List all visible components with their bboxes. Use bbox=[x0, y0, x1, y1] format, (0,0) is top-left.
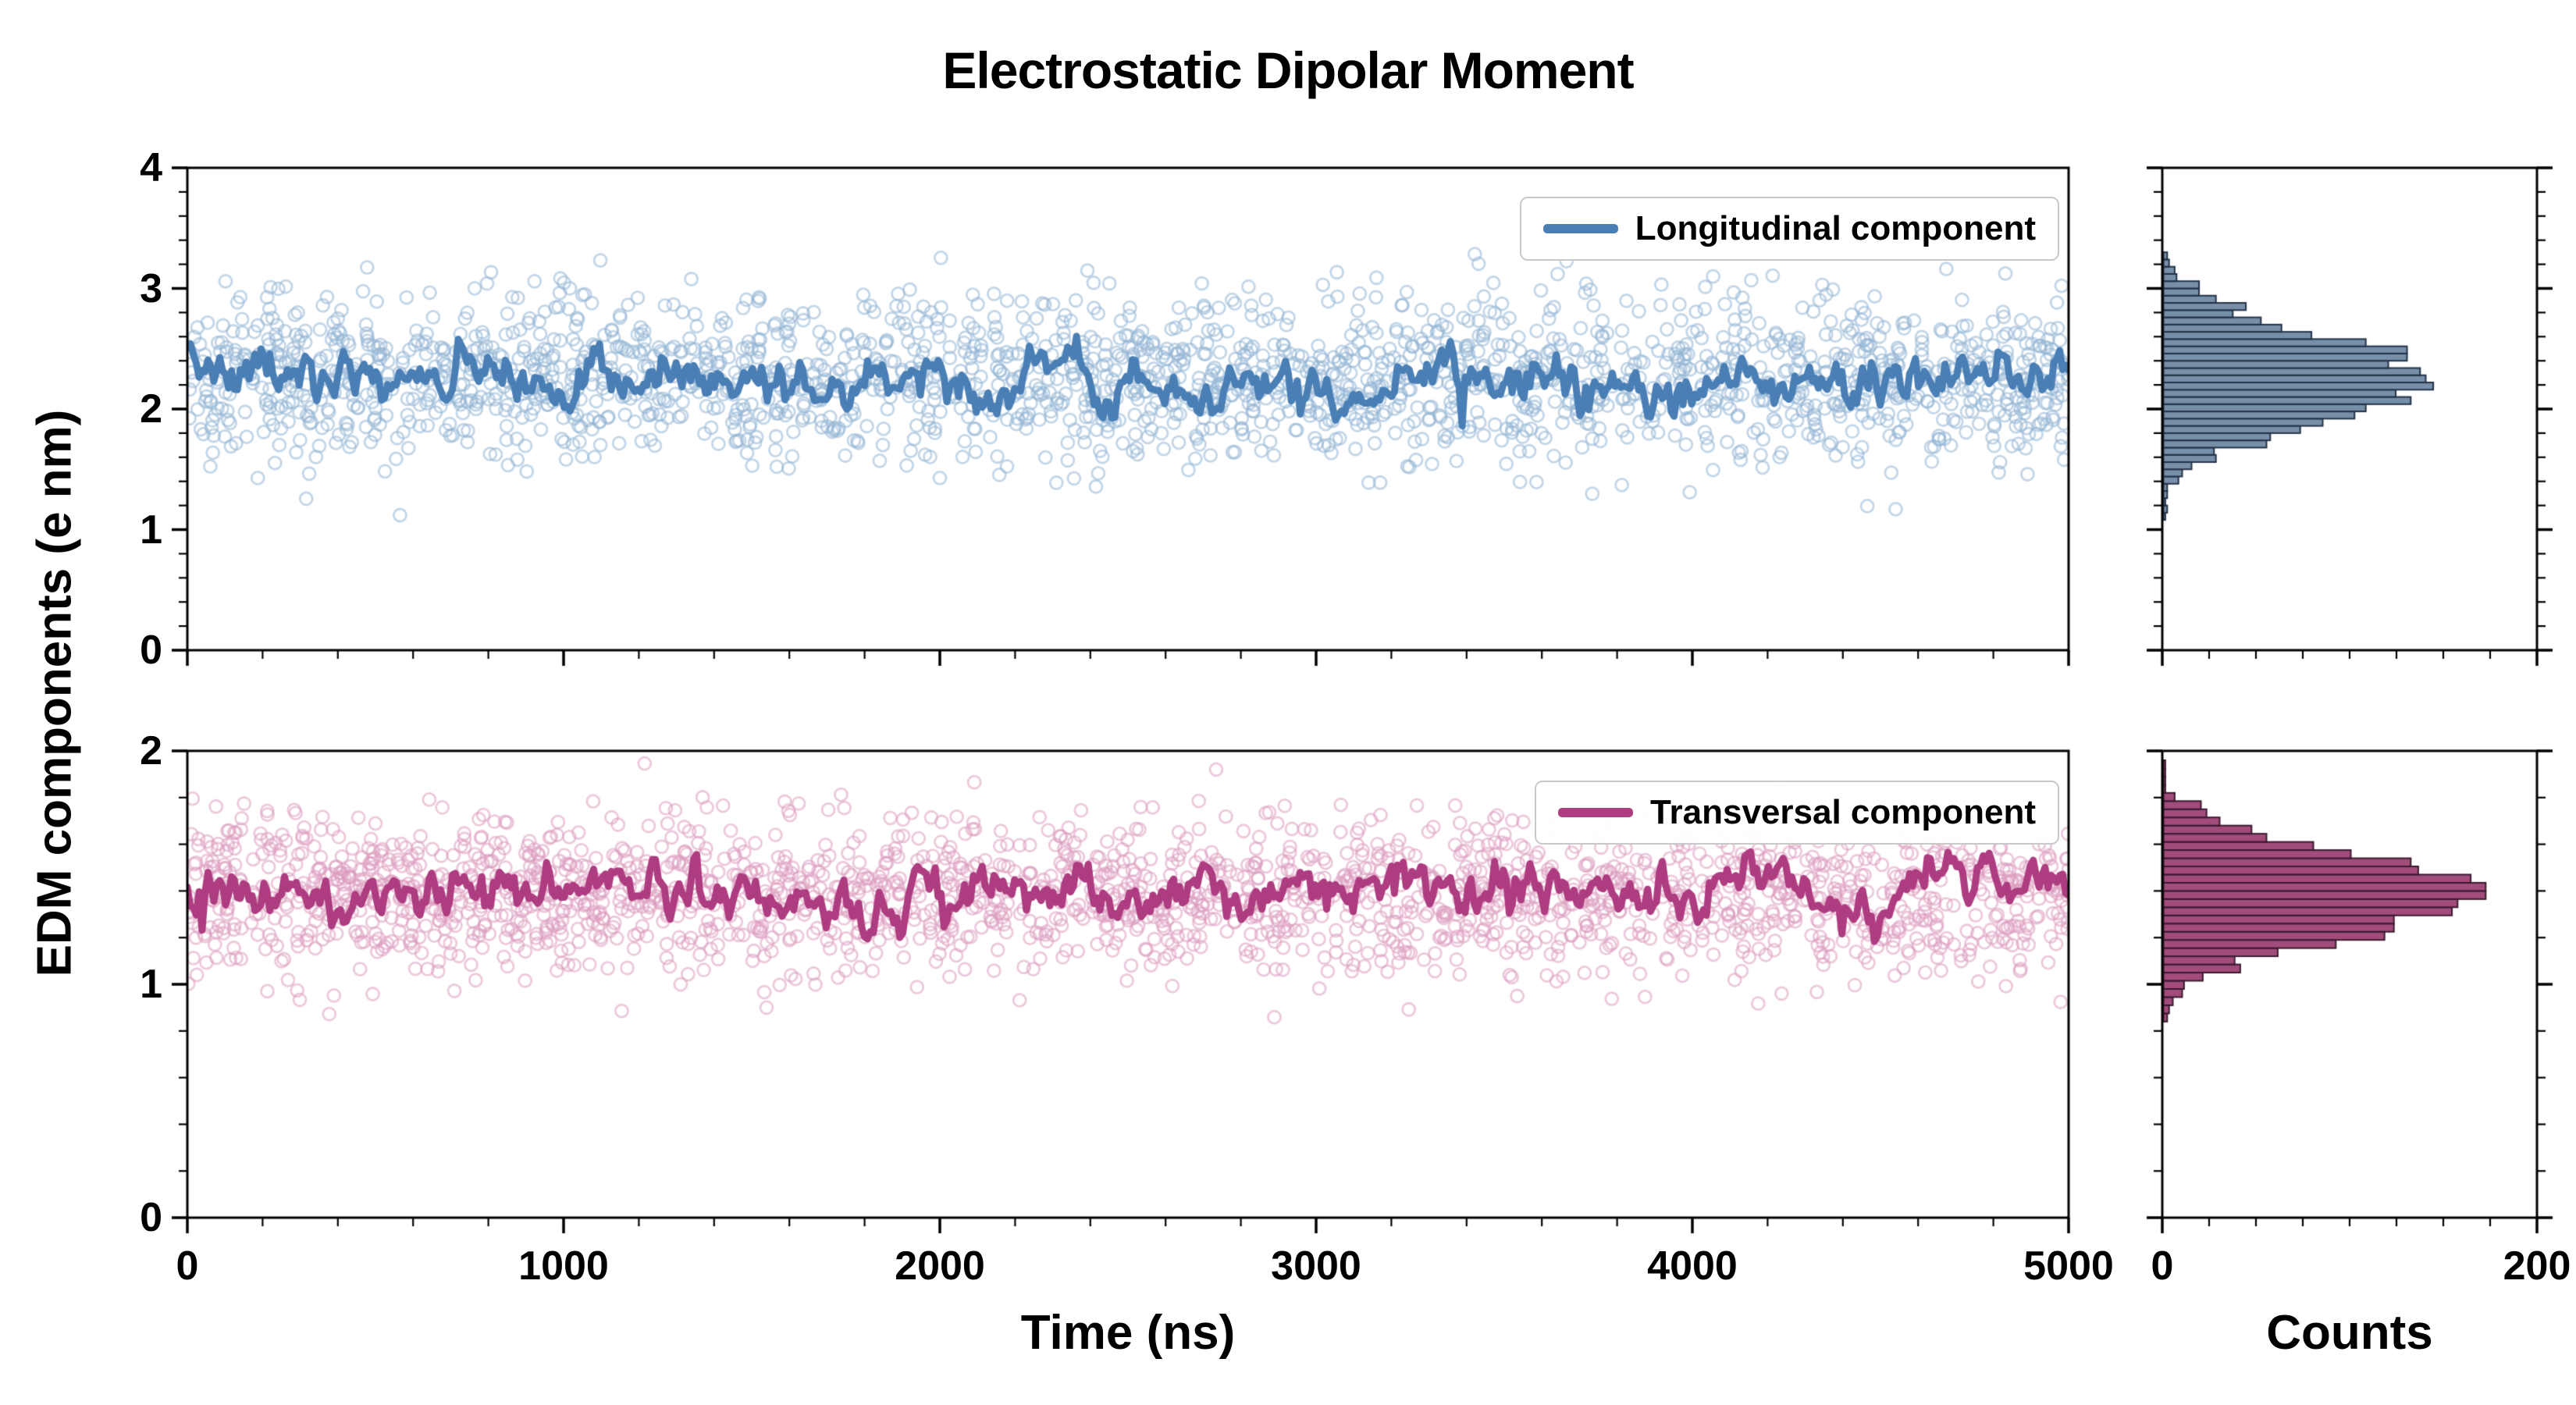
y-axis-label: EDM components (e nm) bbox=[27, 409, 82, 977]
x-axis-label-counts: Counts bbox=[2266, 1306, 2433, 1360]
legend-transversal: Transversal component bbox=[1535, 781, 2059, 845]
tick-label: 0 bbox=[176, 1243, 199, 1289]
tick-label: 2 bbox=[140, 386, 162, 432]
tick-label: 1 bbox=[140, 507, 162, 553]
tick-label: 0 bbox=[2151, 1243, 2174, 1289]
legend-swatch-longitudinal bbox=[1542, 224, 1618, 233]
x-axis-label-time: Time (ns) bbox=[1020, 1306, 1236, 1360]
tick-label: 200 bbox=[2503, 1243, 2571, 1289]
tick-label: 3 bbox=[140, 265, 162, 311]
tick-label: 4000 bbox=[1647, 1243, 1738, 1289]
legend-label-transversal: Transversal component bbox=[1650, 793, 2036, 831]
tick-label: 2 bbox=[140, 728, 162, 774]
tick-label: 5000 bbox=[2023, 1243, 2114, 1289]
tick-label: 3000 bbox=[1271, 1243, 1361, 1289]
tick-label: 2000 bbox=[895, 1243, 985, 1289]
legend-longitudinal: Longitudinal component bbox=[1519, 197, 2059, 261]
tick-label: 0 bbox=[140, 1195, 162, 1240]
tick-label: 1 bbox=[140, 962, 162, 1007]
tick-label: 0 bbox=[140, 628, 162, 673]
tick-label: 1000 bbox=[518, 1243, 609, 1289]
legend-label-longitudinal: Longitudinal component bbox=[1635, 209, 2036, 247]
chart-title: Electrostatic Dipolar Moment bbox=[942, 41, 1634, 99]
legend-swatch-transversal bbox=[1558, 808, 1634, 817]
tick-label: 4 bbox=[140, 145, 162, 190]
